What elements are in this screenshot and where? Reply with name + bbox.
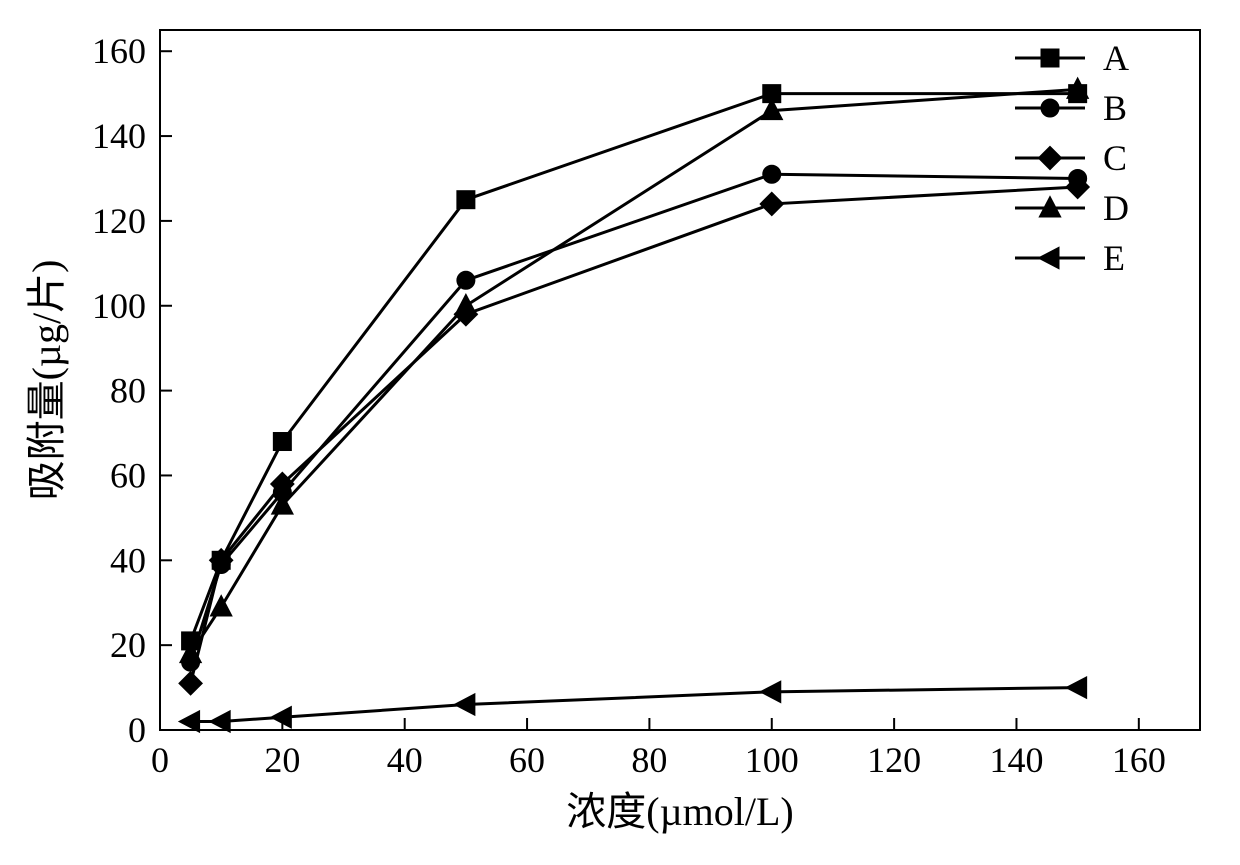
legend-label-D: D [1103,188,1129,228]
adsorption-chart: 0 20 40 60 80 100 120 140 160 浓度(µmol/L) 0 20 40 60 80… [0,0,1240,865]
y-tick-label: 60 [110,455,146,495]
legend-marker-B [1041,99,1059,117]
x-tick-label: 120 [867,740,921,780]
x-axis-title: 浓度(µmol/L) [566,789,793,834]
x-tick-label: 40 [387,740,423,780]
x-tick-label: 80 [631,740,667,780]
marker-A [273,433,291,451]
y-axis-title: 吸附量(µg/片) [24,260,69,501]
chart-container: 0 20 40 60 80 100 120 140 160 浓度(µmol/L) 0 20 40 60 80… [0,0,1240,865]
x-tick-label: 60 [509,740,545,780]
x-tick-label: 0 [151,740,169,780]
x-tick-label: 140 [989,740,1043,780]
y-tick-label: 40 [110,540,146,580]
marker-B [763,165,781,183]
y-tick-label: 160 [92,31,146,71]
y-tick-label: 20 [110,625,146,665]
legend-label-B: B [1103,88,1127,128]
x-tick-label: 20 [264,740,300,780]
marker-A [457,191,475,209]
x-tick-label: 160 [1112,740,1166,780]
y-tick-label: 100 [92,286,146,326]
legend-label-C: C [1103,138,1127,178]
y-tick-label: 80 [110,371,146,411]
y-tick-label: 120 [92,201,146,241]
x-tick-label: 100 [745,740,799,780]
y-tick-label: 0 [128,710,146,750]
legend-label-E: E [1103,238,1125,278]
legend-label-A: A [1103,38,1129,78]
y-tick-label: 140 [92,116,146,156]
marker-B [457,271,475,289]
legend-marker-A [1041,49,1059,67]
